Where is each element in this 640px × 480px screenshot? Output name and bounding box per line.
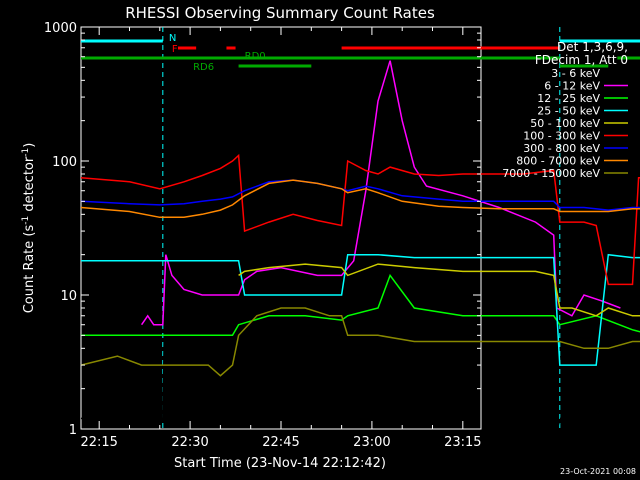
- flag-label-f: F: [172, 44, 178, 55]
- legend-header-line-2: FDecim 1, Att 0: [535, 53, 628, 67]
- y-tick-label: 10: [60, 289, 77, 304]
- series-line-7: [80, 179, 640, 219]
- legend-header-line-1: Det 1,3,6,9,: [557, 40, 628, 54]
- y-axis: 1 10 100 1000: [44, 21, 481, 438]
- flag-label-n: N: [169, 33, 176, 44]
- legend-label: 50 - 100 keV: [530, 117, 600, 130]
- series-group: [80, 60, 640, 430]
- legend-label: 25 - 50 keV: [537, 105, 600, 118]
- series-line-6: [80, 179, 640, 211]
- x-axis-label: Start Time (23-Nov-14 22:12:42): [174, 456, 386, 471]
- series-line-4: [238, 263, 640, 317]
- series-line-5: [80, 153, 640, 286]
- series-line-2: [81, 273, 640, 337]
- chart-title: RHESSI Observing Summary Count Rates: [125, 4, 435, 22]
- x-axis: 22:15 22:30 22:45 23:00 23:15: [80, 27, 482, 450]
- y-tick-label: 1000: [44, 21, 77, 36]
- legend-label: 12 - 25 keV: [537, 92, 600, 105]
- plot-area: [80, 26, 482, 430]
- legend-label: 800 - 7000 keV: [516, 155, 600, 168]
- x-tick-label: 23:00: [353, 435, 390, 450]
- y-axis-label: Count Rate (s-1 detector-1): [21, 143, 37, 314]
- legend-label: 100 - 300 keV: [523, 130, 600, 143]
- x-tick-label: 23:15: [444, 435, 481, 450]
- legend-label: 300 - 800 keV: [523, 142, 600, 155]
- flag-label-rd0: RD0: [245, 51, 266, 62]
- observing-flags: NF RD0 RD6: [81, 33, 640, 73]
- legend-label: 7000 - 15000 keV: [502, 167, 600, 180]
- series-line-3: [81, 253, 640, 366]
- legend-label: 6 - 12 keV: [544, 80, 600, 93]
- series-line-8: [80, 307, 640, 377]
- y-tick-label: 1: [69, 423, 77, 438]
- x-tick-label: 22:45: [262, 435, 299, 450]
- flag-label-rd6: RD6: [193, 62, 214, 73]
- series-line-1: [140, 60, 621, 326]
- x-tick-label: 22:30: [171, 435, 208, 450]
- x-tick-label: 22:15: [80, 435, 117, 450]
- y-tick-label: 100: [52, 155, 77, 170]
- legend: Det 1,3,6,9, FDecim 1, Att 0 3 - 6 keV6 …: [502, 40, 628, 180]
- series-line-0: [80, 105, 640, 430]
- legend-label: 3 - 6 keV: [551, 67, 600, 80]
- plot-frame: [80, 26, 482, 430]
- timestamp: 23-Oct-2021 00:08: [560, 467, 636, 476]
